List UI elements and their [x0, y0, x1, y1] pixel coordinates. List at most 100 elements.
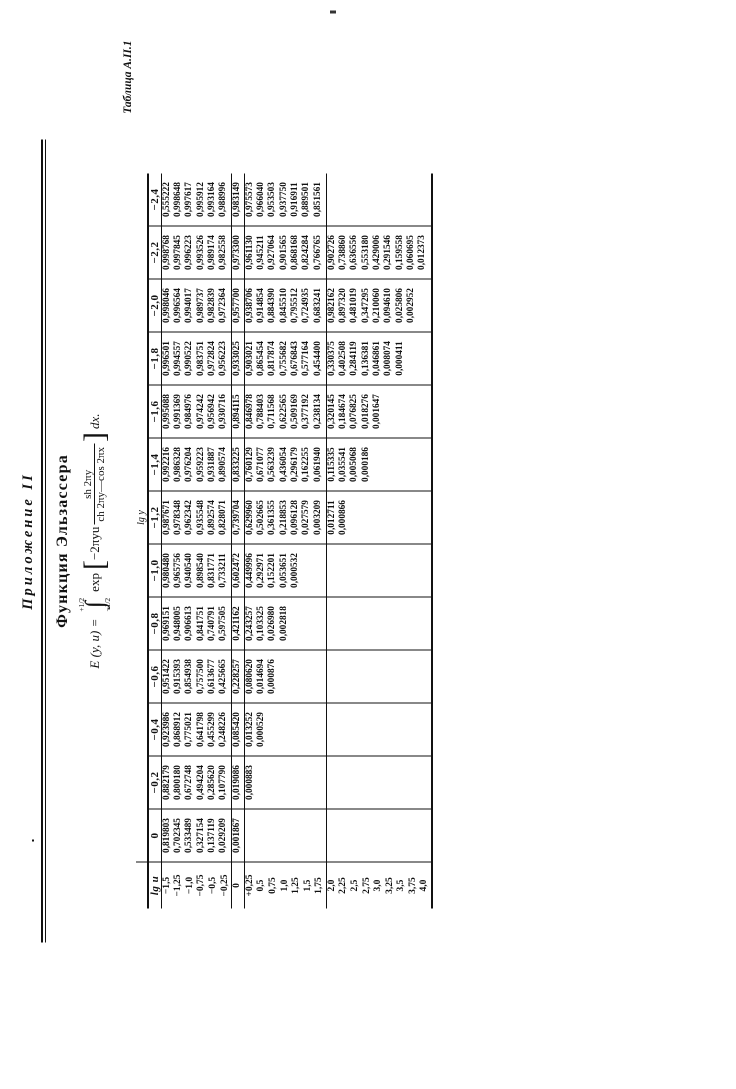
exp-operator: exp [86, 572, 102, 592]
data-cell: 0,760129 0,671077 0,563239 0,436054 0,296179… [244, 437, 327, 491]
cell-value: 0,115335 [326, 446, 337, 482]
cell-value: 0,455299 [207, 711, 218, 747]
cell-value: 0,622565 [278, 393, 289, 429]
cell-value: 0,107790 [218, 764, 229, 800]
cell-value: 0,975573 [244, 181, 255, 217]
cell-value: 0,218853 [278, 499, 289, 535]
row-label: +0,25 [244, 873, 255, 897]
cell-value: 0,997845 [173, 234, 184, 270]
cell-value: 0,992216 [161, 446, 172, 482]
row-label: 3,75 [407, 876, 418, 894]
cell-value: 0,884390 [267, 287, 278, 323]
cell-value: 0,973300 [232, 234, 243, 270]
table-body: −1,5 −1,25 −1,0 −0,75 −0,5 −0,25 0,819803 0,702… [161, 173, 433, 908]
cell-value: 0,018276 [360, 393, 371, 429]
cell-value: 0,000866 [338, 499, 349, 535]
cell-value: 0,833225 [232, 446, 243, 482]
cell-value: 0,025806 [394, 287, 405, 323]
cell-value: 0,284119 [349, 340, 360, 376]
cell-value: 0,001647 [372, 393, 383, 429]
cell-value: 0,956942 [207, 393, 218, 429]
cell-value: 0,502665 [256, 499, 267, 535]
cell-value: 0,555222 [161, 181, 172, 217]
cell-value: 0,053651 [278, 552, 289, 588]
cell-value: 0,755682 [278, 340, 289, 376]
data-cell: 0,951422 0,915393 0,854938 0,757500 0,613677… [161, 649, 232, 703]
cell-value: 0,906613 [184, 605, 195, 641]
cell-value: 0,957700 [232, 287, 243, 323]
cell-value: 0,683241 [312, 287, 323, 323]
row-label: −1,25 [173, 873, 184, 897]
row-label: 4,0 [419, 879, 430, 891]
row-label: 3,5 [396, 879, 407, 891]
row-label: 0,5 [256, 879, 267, 891]
cell-value: 0,494204 [195, 764, 206, 800]
bracket-open: [ [77, 559, 111, 570]
cell-value: 0,795512 [290, 287, 301, 323]
cell-value: 0,969151 [161, 605, 172, 641]
cell-value: 0,292971 [256, 552, 267, 588]
cell-value: 0,982558 [218, 234, 229, 270]
data-cell: 0,980480 0,965756 0,940540 0,898540 0,831771… [161, 543, 232, 597]
column-header-4: −0,8 [147, 596, 162, 650]
cell-value: 0,916911 [290, 181, 301, 217]
row-label: 3,25 [384, 876, 395, 894]
row-label: −0,5 [208, 876, 219, 894]
cell-value: 0,998046 [161, 287, 172, 323]
cell-value: 0,347295 [360, 287, 371, 323]
cell-value: 0,733211 [218, 552, 229, 588]
function-title: Функция Эльзассера [54, 453, 71, 628]
data-cell: 0,115335 0,035541 0,005068 0,000186 [326, 437, 433, 491]
cell-value: 0,060695 [406, 234, 417, 270]
cell-value: 0,320145 [326, 393, 337, 429]
data-cell: 0,995088 0,991369 0,984976 0,974242 0,956942… [161, 384, 232, 438]
data-cell [326, 173, 433, 226]
cell-value: 0,421162 [232, 605, 243, 641]
cell-value: 0,938706 [244, 287, 255, 323]
data-cell [326, 702, 433, 756]
fraction-numerator: sh 2πy [82, 469, 95, 499]
cell-value: 0,436054 [278, 446, 289, 482]
data-cell [326, 808, 433, 862]
cell-value: 0,613677 [207, 658, 218, 694]
cell-value: 0,989737 [195, 287, 206, 323]
cell-value: 0,228257 [232, 658, 243, 694]
cell-value: 0,902726 [326, 234, 337, 270]
cell-value: 0,000529 [256, 711, 267, 747]
data-cell: 0,000883 [244, 755, 327, 809]
data-cell: 0,001867 [231, 808, 245, 862]
cell-value: 0,951422 [161, 658, 172, 694]
cell-value: 0,094610 [383, 287, 394, 323]
cell-value: 0,000411 [394, 340, 405, 376]
cell-value: 0,914854 [256, 287, 267, 323]
cell-value: 0,851561 [312, 181, 323, 217]
row-label: 3,0 [373, 879, 384, 891]
row-label: −1,5 [161, 876, 172, 894]
cell-value: 0,766765 [312, 234, 323, 270]
cell-value: 0,002818 [278, 605, 289, 641]
formula-leading-term: −2πyu [86, 526, 102, 560]
data-cell: 0,330375 0,402508 0,284119 0,136381 0,046861… [326, 331, 433, 385]
data-cell: 0,961130 0,945211 0,927064 0,901565 0,868168… [244, 225, 327, 279]
scan-speck-top [32, 839, 34, 841]
cell-value: 0,986328 [173, 446, 184, 482]
cell-value: 0,553180 [360, 234, 371, 270]
row-label: −0,25 [219, 873, 230, 897]
cell-value: 0,757500 [195, 658, 206, 694]
row-label: 0,75 [267, 876, 278, 894]
cell-value: 0,136381 [360, 340, 371, 376]
cell-value: 0,824284 [301, 234, 312, 270]
row-label-group: +0,25 0,5 0,75 1,0 1,25 1,5 1,75 [244, 861, 327, 908]
column-header-8: −1,6 [147, 384, 162, 438]
formula-lhs: E (y, u) = [86, 618, 102, 669]
cell-value: 0,991369 [173, 393, 184, 429]
cell-value: 0,903021 [244, 340, 255, 376]
cell-value: 0,978348 [173, 499, 184, 535]
cell-value: 0,819803 [161, 817, 172, 853]
cell-value: 0,982839 [207, 287, 218, 323]
table-row: +0,25 0,5 0,75 1,0 1,25 1,5 1,75 0,000883 0,013… [244, 173, 327, 908]
cell-value: 0,976204 [184, 446, 195, 482]
cell-value: 0,892574 [207, 499, 218, 535]
row-label: −0,75 [196, 873, 207, 897]
cell-value: 0,014694 [256, 658, 267, 694]
